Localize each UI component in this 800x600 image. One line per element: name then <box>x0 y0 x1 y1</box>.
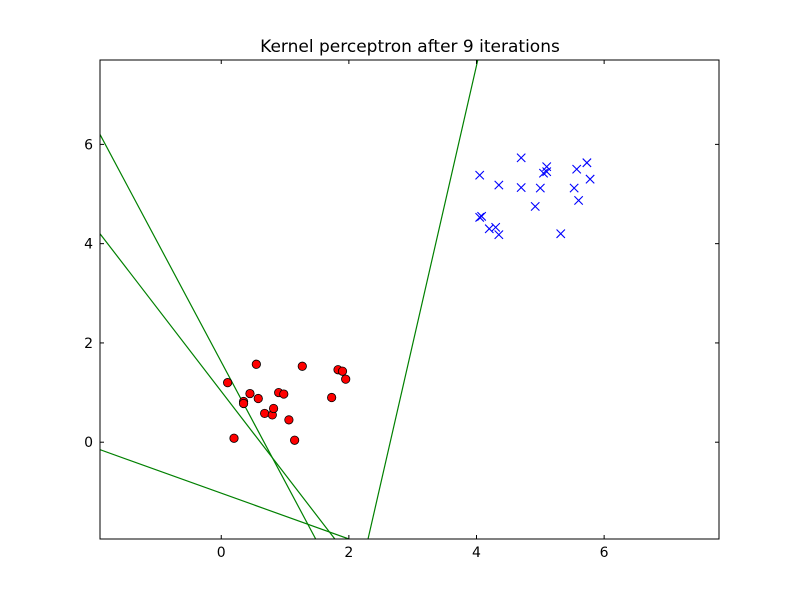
data-point-circle <box>268 403 279 414</box>
x-tick-label: 2 <box>344 545 353 561</box>
data-point-x <box>530 201 540 212</box>
data-point-x <box>516 182 526 193</box>
data-point-circle <box>251 359 261 369</box>
data-points <box>223 153 595 445</box>
data-point-circle <box>337 366 348 376</box>
data-point-x <box>572 164 582 174</box>
data-point-x <box>491 222 501 232</box>
data-point-x <box>516 153 526 163</box>
data-point-x <box>542 167 552 177</box>
data-point-circle <box>279 389 289 399</box>
data-point-circle <box>297 361 307 371</box>
data-point-circle <box>245 388 255 399</box>
data-point-x <box>535 183 545 193</box>
data-point-circle <box>260 408 270 419</box>
data-point-x <box>494 180 504 190</box>
decision-line <box>100 449 350 539</box>
data-point-circle <box>341 374 351 384</box>
x-tick-label: 0 <box>217 545 226 561</box>
data-point-x <box>475 212 485 222</box>
axis-ticks: 0 2 4 6 0 2 4 6 <box>84 60 719 561</box>
data-point-circle <box>229 433 239 443</box>
data-point-x <box>569 183 579 193</box>
y-tick-label: 4 <box>84 237 93 253</box>
data-point-circle <box>253 393 263 404</box>
decision-line <box>100 233 336 539</box>
data-point-x <box>556 229 566 239</box>
data-point-x <box>477 211 487 221</box>
y-tick-label: 6 <box>84 137 93 153</box>
x-tick-label: 6 <box>600 545 609 561</box>
decision-line <box>367 60 479 539</box>
data-point-circle <box>327 392 337 403</box>
plot-frame <box>99 59 720 540</box>
data-point-x <box>475 170 485 180</box>
decision-line <box>100 134 317 539</box>
data-point-circle <box>284 415 294 425</box>
data-point-circle <box>290 435 300 445</box>
chart-title: Kernel perceptron after 9 iterations <box>260 37 560 57</box>
y-tick-label: 0 <box>84 435 93 451</box>
data-point-circle <box>223 378 233 388</box>
decision-lines <box>100 60 479 539</box>
data-point-x <box>582 158 592 168</box>
y-tick-label: 2 <box>84 336 93 352</box>
data-point-x <box>585 174 595 184</box>
data-point-circle <box>238 398 249 409</box>
data-point-x <box>574 195 584 206</box>
data-point-x <box>494 230 504 240</box>
data-point-x <box>538 168 549 178</box>
x-tick-label: 4 <box>472 545 481 561</box>
